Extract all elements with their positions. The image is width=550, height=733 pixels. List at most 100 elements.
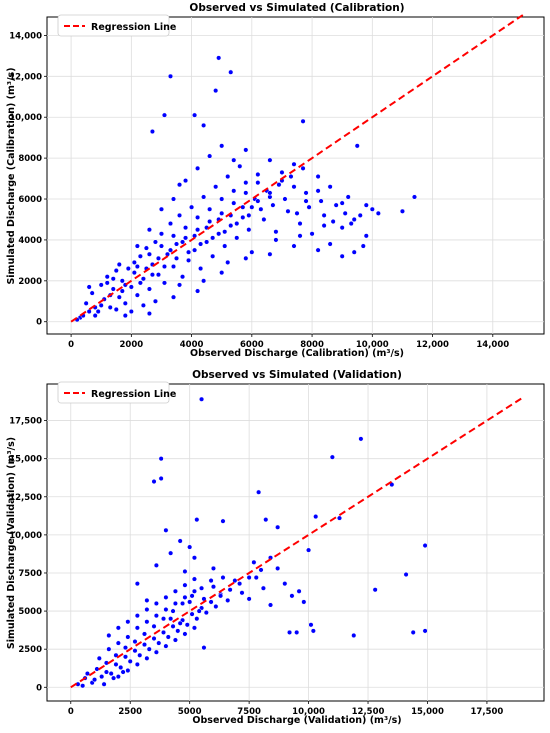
calibration-data-point	[315, 173, 321, 180]
calibration-data-point	[255, 180, 261, 186]
calibration-data-point	[339, 225, 345, 231]
calibration-data-point	[170, 294, 177, 300]
validation-data-point	[96, 655, 102, 661]
calibration-data-point	[258, 206, 264, 212]
calibration-data-point	[285, 208, 291, 214]
calibration-data-point	[86, 284, 92, 290]
validation-data-point	[182, 631, 188, 637]
calibration-data-point	[342, 210, 348, 216]
validation-legend-box	[57, 381, 170, 404]
calibration-data-point	[140, 276, 146, 282]
calibration-data-point	[155, 272, 161, 278]
validation-data-point	[194, 517, 200, 523]
calibration-data-point	[243, 190, 249, 196]
calibration-data-point	[213, 184, 219, 190]
validation-data-point	[239, 590, 245, 596]
validation-data-point	[168, 550, 174, 556]
calibration-data-point	[183, 235, 189, 241]
validation-x-tick-label: 5000	[178, 707, 202, 717]
validation-gridlines	[47, 384, 544, 701]
calibration-data-point	[231, 188, 237, 194]
calibration-data-point	[170, 263, 177, 270]
validation-data-point	[153, 649, 159, 655]
validation-y-axis-label: Simulated Discharge (Validation) (m³/s)	[6, 437, 17, 649]
calibration-data-point	[243, 147, 249, 153]
validation-x-tick-label: 0	[68, 707, 74, 717]
calibration-y-tick-label: 8000	[18, 154, 42, 164]
validation-data-point	[246, 596, 252, 602]
validation-y-tick-label: 15,000	[9, 455, 42, 465]
validation-y-ticks: 0 2500 5000 7500 10,000 12,500 15,000 17,500	[9, 417, 47, 693]
calibration-data-point	[170, 233, 177, 239]
calibration-data-point	[255, 171, 261, 178]
calibration-data-point	[255, 198, 261, 204]
calibration-x-tick-label: 10,000	[356, 340, 389, 350]
calibration-data-point	[179, 274, 186, 280]
calibration-data-point	[249, 204, 255, 210]
validation-data-point	[163, 594, 169, 600]
calibration-data-point	[303, 198, 309, 204]
validation-x-tick-label: 7500	[237, 707, 261, 717]
calibration-data-point	[125, 266, 131, 272]
validation-data-point	[158, 475, 164, 482]
calibration-data-point	[116, 294, 122, 300]
validation-data-point	[151, 478, 157, 485]
calibration-data-point	[173, 255, 180, 261]
calibration-data-point	[246, 212, 252, 218]
calibration-data-point	[122, 300, 128, 306]
calibration-data-point	[201, 122, 207, 128]
calibration-data-point	[95, 308, 101, 315]
calibration-data-point	[327, 241, 333, 247]
calibration-data-point	[291, 161, 297, 167]
calibration-data-point	[240, 204, 246, 210]
calibration-data-point	[158, 206, 165, 212]
validation-data-point	[275, 524, 281, 530]
calibration-data-point	[98, 302, 104, 308]
validation-data-point	[189, 611, 195, 617]
calibration-data-point	[288, 173, 294, 180]
validation-data-point	[122, 645, 129, 651]
calibration-data-point	[207, 153, 213, 159]
validation-data-point	[220, 575, 226, 581]
calibration-data-point	[303, 190, 309, 196]
validation-data-point	[182, 568, 188, 575]
validation-data-point	[106, 632, 112, 639]
calibration-data-point	[192, 112, 198, 118]
validation-data-point	[175, 628, 181, 634]
validation-data-point	[199, 585, 205, 591]
validation-data-point	[127, 658, 133, 664]
validation-data-point	[170, 608, 176, 614]
calibration-data-point	[149, 272, 155, 278]
calibration-data-point	[279, 169, 285, 175]
validation-data-point	[296, 588, 302, 594]
calibration-data-point	[297, 221, 303, 227]
validation-data-point	[191, 576, 197, 582]
calibration-data-point	[219, 210, 225, 216]
validation-x-tick-label: 10,000	[292, 707, 325, 717]
calibration-x-tick-label: 4000	[180, 340, 204, 350]
calibration-data-point	[207, 218, 213, 225]
validation-data-point	[134, 581, 140, 587]
calibration-data-point	[86, 308, 92, 315]
calibration-data-point	[137, 280, 143, 286]
validation-data-point	[172, 588, 178, 594]
calibration-y-axis-label: Simulated Discharge (Calibration) (m³/s)	[6, 67, 17, 284]
calibration-data-point	[146, 251, 152, 257]
calibration-data-point	[228, 223, 234, 229]
validation-data-point	[113, 661, 119, 667]
validation-data-point	[156, 640, 162, 646]
calibration-data-point	[134, 243, 140, 249]
calibration-data-point	[249, 249, 255, 255]
validation-data-point	[189, 593, 195, 599]
validation-data-point	[151, 623, 157, 629]
validation-data-point	[144, 607, 150, 613]
validation-y-tick-label: 12,500	[9, 493, 42, 503]
validation-data-point	[267, 602, 274, 608]
validation-data-point	[163, 643, 169, 649]
validation-data-point	[422, 542, 428, 549]
validation-data-point	[99, 674, 105, 680]
calibration-data-point	[231, 157, 237, 163]
calibration-data-point	[411, 194, 418, 200]
calibration-data-point	[228, 69, 234, 75]
calibration-data-point	[315, 247, 321, 253]
